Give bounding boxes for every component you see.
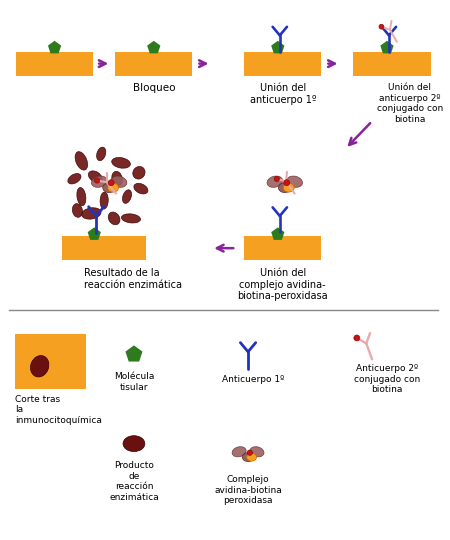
Polygon shape [88,227,101,240]
Bar [115,52,193,76]
Ellipse shape [247,450,252,455]
Bar [15,334,86,389]
Text: Bloqueo: Bloqueo [133,84,175,93]
Text: Complejo
avidina-biotina
peroxidasa: Complejo avidina-biotina peroxidasa [214,475,282,505]
Text: Anticuerpo 2º
conjugado con
biotina: Anticuerpo 2º conjugado con biotina [354,364,420,394]
Ellipse shape [123,436,145,451]
Ellipse shape [250,447,264,457]
Text: Unión del
anticuerpo 2º
conjugado con
biotina: Unión del anticuerpo 2º conjugado con bi… [377,84,443,124]
Text: Unión del
anticuerpo 1º: Unión del anticuerpo 1º [250,84,316,105]
Text: Producto
de
reacción
enzimática: Producto de reacción enzimática [109,462,159,502]
Bar [353,52,431,76]
Ellipse shape [274,176,279,181]
Polygon shape [147,41,160,53]
Ellipse shape [284,180,290,186]
Ellipse shape [122,190,131,204]
Ellipse shape [134,184,148,194]
Ellipse shape [283,183,294,192]
Ellipse shape [247,453,256,461]
Polygon shape [271,41,284,53]
Bar [244,52,321,76]
Ellipse shape [111,176,127,187]
Ellipse shape [100,192,108,209]
Ellipse shape [31,355,49,377]
Ellipse shape [232,447,246,457]
Ellipse shape [81,208,101,219]
Ellipse shape [97,147,106,161]
Polygon shape [126,346,143,362]
Polygon shape [48,41,61,53]
Ellipse shape [112,158,130,168]
Ellipse shape [108,180,114,186]
Ellipse shape [108,212,120,225]
Ellipse shape [72,204,82,217]
Text: Unión del
complejo avidina-
biotina-peroxidasa: Unión del complejo avidina- biotina-pero… [238,268,328,301]
Ellipse shape [88,171,102,183]
Ellipse shape [267,176,283,187]
Polygon shape [380,41,394,53]
Text: Molécula
tisular: Molécula tisular [114,372,154,391]
Ellipse shape [91,176,107,187]
Ellipse shape [379,24,384,29]
Ellipse shape [122,214,140,223]
Ellipse shape [112,171,122,186]
Ellipse shape [287,176,302,187]
Ellipse shape [278,183,291,193]
Ellipse shape [242,453,254,462]
Ellipse shape [77,187,86,206]
Ellipse shape [68,173,81,184]
Text: Resultado de la
reacción enzimática: Resultado de la reacción enzimática [84,268,182,289]
Bar [244,237,321,260]
Ellipse shape [103,183,116,193]
Ellipse shape [133,166,145,179]
Ellipse shape [75,152,88,170]
Ellipse shape [108,183,118,192]
Ellipse shape [94,178,99,183]
Bar [62,237,146,260]
Text: Corte tras
la
inmunocitoquímica: Corte tras la inmunocitoquímica [15,395,102,425]
Ellipse shape [354,335,360,341]
Polygon shape [271,227,284,240]
Bar [16,52,93,76]
Text: Anticuerpo 1º: Anticuerpo 1º [222,375,284,384]
